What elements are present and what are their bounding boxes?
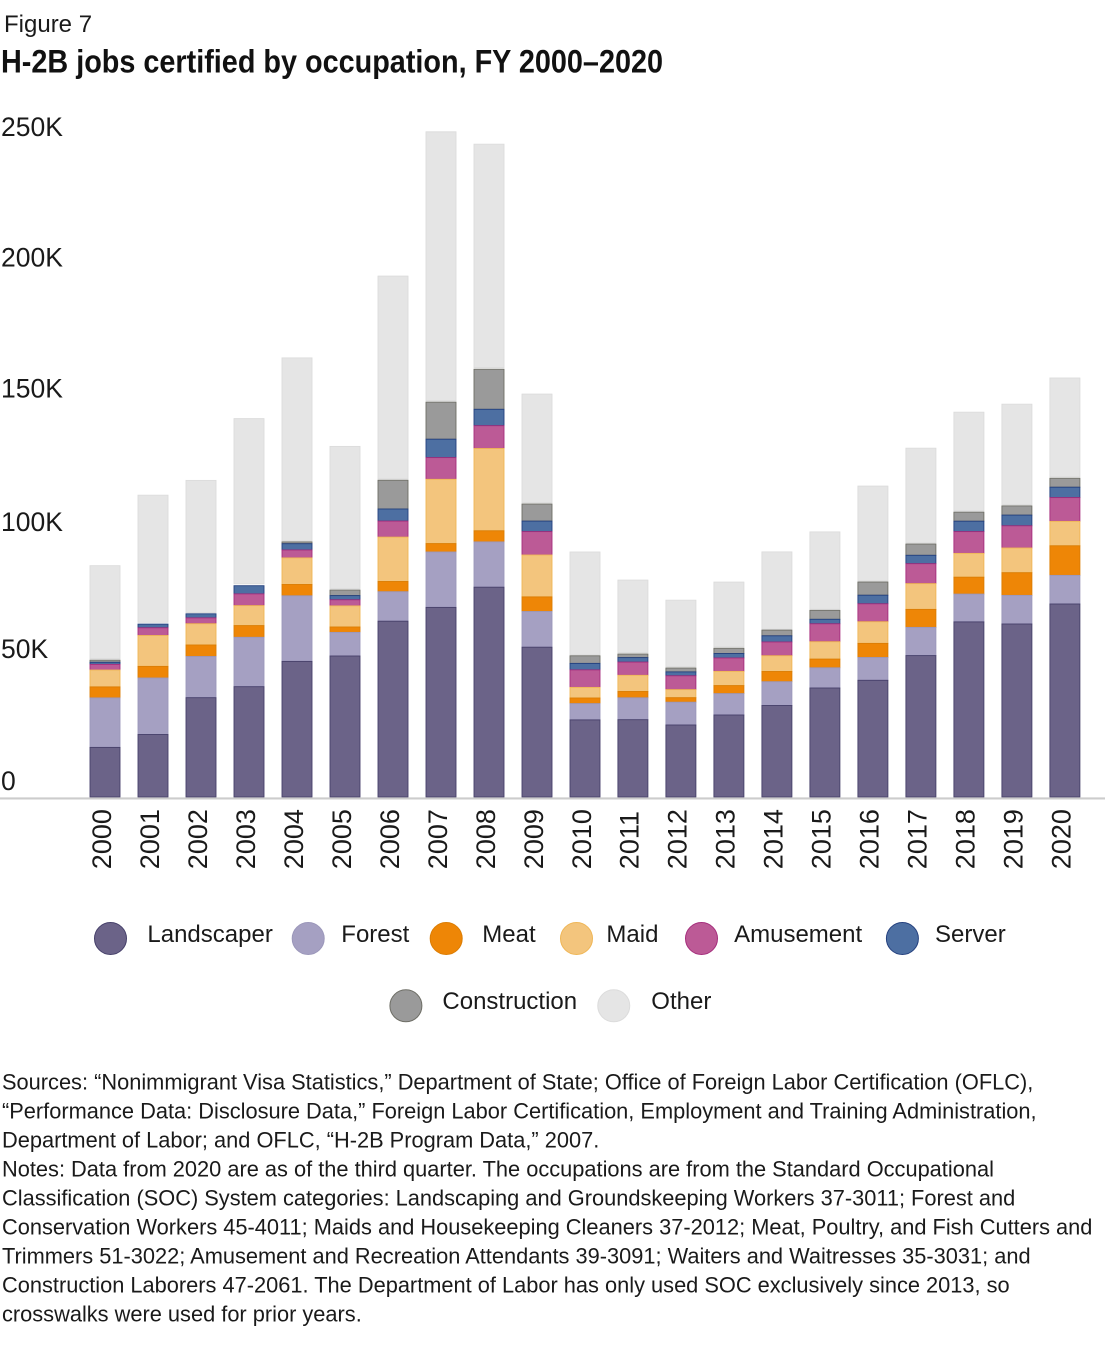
svg-text:2011: 2011 — [615, 811, 645, 869]
svg-text:crosswalks were used for prior: crosswalks were used for prior years. — [2, 1301, 362, 1326]
svg-text:50K: 50K — [1, 634, 48, 664]
svg-text:H-2B jobs certified by occupat: H-2B jobs certified by occupation, FY 20… — [1, 44, 663, 80]
svg-text:2017: 2017 — [903, 809, 933, 869]
svg-text:2000: 2000 — [87, 809, 117, 869]
svg-text:2005: 2005 — [327, 809, 357, 869]
svg-text:2009: 2009 — [519, 809, 549, 869]
svg-text:“Performance Data: Disclosure: “Performance Data: Disclosure Data,” For… — [2, 1098, 1037, 1123]
svg-text:2001: 2001 — [135, 809, 165, 869]
svg-text:2010: 2010 — [567, 809, 597, 869]
svg-text:Figure 7: Figure 7 — [4, 11, 92, 38]
svg-text:2004: 2004 — [279, 809, 309, 869]
svg-text:Trimmers 51-3022; Amusement an: Trimmers 51-3022; Amusement and Recreati… — [2, 1243, 1031, 1268]
svg-text:Maid: Maid — [606, 921, 658, 948]
svg-text:2012: 2012 — [663, 809, 693, 869]
svg-text:2019: 2019 — [999, 809, 1029, 869]
svg-text:100K: 100K — [1, 507, 63, 537]
svg-text:2013: 2013 — [711, 809, 741, 869]
svg-text:2014: 2014 — [759, 809, 789, 869]
svg-text:250K: 250K — [1, 112, 63, 142]
svg-text:2006: 2006 — [375, 809, 405, 869]
svg-text:Amusement: Amusement — [734, 921, 862, 948]
svg-text:0: 0 — [1, 766, 16, 796]
svg-text:Meat: Meat — [482, 921, 536, 948]
svg-text:2015: 2015 — [807, 809, 837, 869]
svg-text:Other: Other — [651, 988, 711, 1015]
svg-text:2008: 2008 — [471, 809, 501, 869]
svg-text:2003: 2003 — [231, 809, 261, 869]
svg-text:Construction: Construction — [442, 988, 577, 1015]
svg-text:2002: 2002 — [183, 809, 213, 869]
svg-text:Classification (SOC) System ca: Classification (SOC) System categories: … — [2, 1185, 1015, 1210]
svg-text:Department of Labor; and OFLC,: Department of Labor; and OFLC, “H-2B Pro… — [2, 1127, 599, 1152]
svg-text:Notes: Data from 2020 are as o: Notes: Data from 2020 are as of the thir… — [2, 1156, 994, 1181]
svg-text:Sources: “Nonimmigrant Visa St: Sources: “Nonimmigrant Visa Statistics,”… — [2, 1069, 1033, 1094]
svg-text:Landscaper: Landscaper — [147, 921, 272, 948]
svg-text:2018: 2018 — [951, 809, 981, 869]
svg-text:Construction Laborers 47-2061.: Construction Laborers 47-2061. The Depar… — [2, 1272, 1010, 1297]
svg-text:2007: 2007 — [423, 809, 453, 869]
svg-text:Server: Server — [935, 921, 1006, 948]
svg-text:Conservation Workers 45-4011;: Conservation Workers 45-4011; Maids and … — [2, 1214, 1092, 1239]
svg-text:2020: 2020 — [1047, 809, 1077, 869]
svg-text:150K: 150K — [1, 374, 63, 404]
svg-text:Forest: Forest — [341, 921, 409, 948]
svg-text:200K: 200K — [1, 243, 63, 273]
svg-text:2016: 2016 — [855, 809, 885, 869]
